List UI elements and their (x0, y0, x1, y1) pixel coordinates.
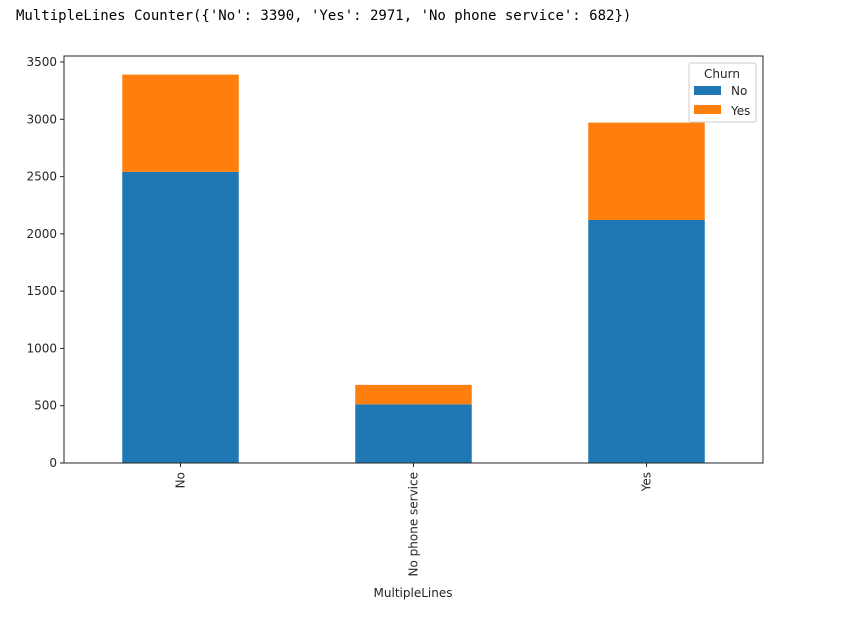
y-tick-label: 1500 (26, 284, 57, 298)
legend-swatch-yes (694, 105, 721, 114)
x-axis: No No phone service Yes (174, 463, 654, 576)
bar-segment (355, 384, 472, 405)
y-tick-label: 1000 (26, 341, 57, 355)
bar-segment (122, 171, 239, 463)
legend: Churn No Yes (688, 62, 757, 123)
y-tick-label: 3000 (26, 112, 57, 126)
x-tick-label: No (174, 472, 188, 488)
x-axis-label: MultipleLines (374, 586, 453, 600)
x-tick-label: Yes (640, 472, 654, 492)
y-tick-label: 3500 (26, 55, 57, 69)
bar-segment (588, 219, 705, 463)
legend-swatch-no (694, 86, 721, 95)
legend-label-yes: Yes (730, 104, 750, 118)
legend-title: Churn (704, 67, 740, 81)
bar-segment (122, 74, 239, 172)
bar-segment (355, 404, 472, 463)
y-axis: 0 500 1000 1500 2000 2500 3000 3500 (26, 55, 64, 470)
y-tick-label: 2000 (26, 227, 57, 241)
legend-label-no: No (731, 84, 747, 98)
cell-output-text: MultipleLines Counter({'No': 3390, 'Yes'… (16, 8, 632, 24)
x-tick-label: No phone service (407, 472, 421, 576)
y-tick-label: 0 (49, 456, 57, 470)
y-tick-label: 500 (34, 399, 57, 413)
bars-group (122, 74, 705, 463)
bar-segment (588, 122, 705, 220)
y-tick-label: 2500 (26, 170, 57, 184)
